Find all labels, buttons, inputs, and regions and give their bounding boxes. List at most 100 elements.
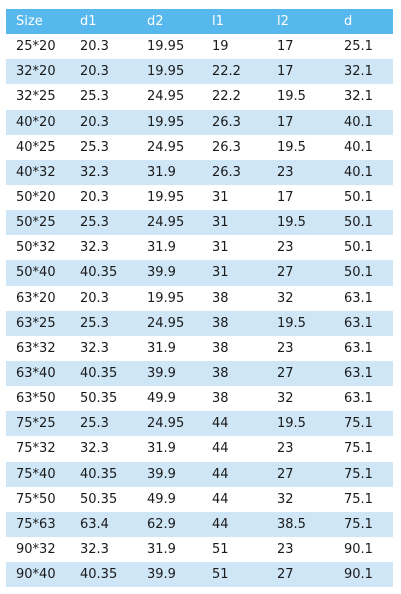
cell-d1: 40.35	[70, 260, 137, 286]
cell-l2: 17	[267, 34, 334, 60]
cell-l1: 26.3	[202, 134, 267, 160]
cell-d2: 19.95	[137, 109, 202, 135]
cell-size: 75*63	[6, 511, 70, 537]
cell-d: 75.1	[334, 411, 393, 437]
table-row: 40*20 20.3 19.95 26.3 17 40.1	[6, 109, 393, 135]
cell-d: 40.1	[334, 109, 393, 135]
cell-d1: 32.3	[70, 235, 137, 261]
cell-d: 75.1	[334, 486, 393, 512]
cell-l2: 23	[267, 436, 334, 462]
cell-d: 63.1	[334, 335, 393, 361]
cell-l2: 23	[267, 235, 334, 261]
table-row: 63*20 20.3 19.95 38 32 63.1	[6, 285, 393, 311]
cell-l2: 17	[267, 184, 334, 211]
cell-d2: 19.95	[137, 184, 202, 211]
cell-l1: 31	[202, 260, 267, 286]
cell-d: 50.1	[334, 260, 393, 286]
table-row: 32*25 25.3 24.95 22.2 19.5 32.1	[6, 84, 393, 110]
spec-table: Size d1 d2 l1 l2 d 25*20 20.3 19.95 19 17 25.…	[6, 9, 393, 588]
table-header: Size d1 d2 l1 l2 d	[6, 9, 393, 35]
cell-l1: 38	[202, 310, 267, 336]
cell-l1: 26.3	[202, 159, 267, 185]
cell-l2: 19.5	[267, 411, 334, 437]
table-row: 63*25 25.3 24.95 38 19.5 63.1	[6, 310, 393, 336]
cell-l2: 32	[267, 285, 334, 311]
cell-l1: 44	[202, 461, 267, 487]
cell-size: 40*32	[6, 159, 70, 185]
cell-d2: 31.9	[137, 536, 202, 563]
cell-l1: 51	[202, 562, 267, 588]
cell-size: 63*40	[6, 360, 70, 387]
cell-size: 75*32	[6, 436, 70, 462]
cell-d2: 49.9	[137, 386, 202, 412]
cell-l1: 51	[202, 536, 267, 563]
cell-d2: 24.95	[137, 411, 202, 437]
cell-size: 90*32	[6, 536, 70, 563]
cell-d1: 20.3	[70, 109, 137, 135]
cell-d2: 31.9	[137, 335, 202, 361]
column-header-d: d	[334, 9, 393, 35]
cell-l1: 31	[202, 235, 267, 261]
cell-size: 40*25	[6, 134, 70, 160]
cell-l2: 23	[267, 159, 334, 185]
cell-d2: 31.9	[137, 235, 202, 261]
table-row: 50*25 25.3 24.95 31 19.5 50.1	[6, 210, 393, 236]
cell-l2: 27	[267, 562, 334, 588]
table-row: 32*20 20.3 19.95 22.2 17 32.1	[6, 59, 393, 85]
table-row: 75*40 40.35 39.9 44 27 75.1	[6, 461, 393, 487]
cell-l2: 23	[267, 335, 334, 361]
cell-d: 32.1	[334, 84, 393, 110]
header-row: Size d1 d2 l1 l2 d	[6, 9, 393, 35]
cell-d: 75.1	[334, 511, 393, 537]
cell-l2: 17	[267, 109, 334, 135]
cell-d: 50.1	[334, 184, 393, 211]
cell-l1: 38	[202, 285, 267, 311]
cell-l2: 17	[267, 59, 334, 85]
cell-size: 40*20	[6, 109, 70, 135]
cell-l1: 26.3	[202, 109, 267, 135]
column-header-l2: l2	[267, 9, 334, 35]
cell-d1: 25.3	[70, 210, 137, 236]
cell-d1: 20.3	[70, 34, 137, 60]
cell-size: 50*20	[6, 184, 70, 211]
cell-d2: 39.9	[137, 260, 202, 286]
cell-d2: 19.95	[137, 59, 202, 85]
cell-d: 90.1	[334, 562, 393, 588]
table-row: 63*50 50.35 49.9 38 32 63.1	[6, 386, 393, 412]
table-row: 75*25 25.3 24.95 44 19.5 75.1	[6, 411, 393, 437]
cell-l2: 32	[267, 486, 334, 512]
cell-size: 32*25	[6, 84, 70, 110]
cell-d2: 31.9	[137, 159, 202, 185]
cell-d: 75.1	[334, 436, 393, 462]
cell-d1: 25.3	[70, 84, 137, 110]
cell-d1: 20.3	[70, 184, 137, 211]
cell-d: 63.1	[334, 310, 393, 336]
cell-l1: 31	[202, 184, 267, 211]
cell-l1: 22.2	[202, 84, 267, 110]
cell-d2: 24.95	[137, 84, 202, 110]
cell-size: 50*32	[6, 235, 70, 261]
cell-size: 75*40	[6, 461, 70, 487]
table-row: 40*25 25.3 24.95 26.3 19.5 40.1	[6, 134, 393, 160]
spec-table-container: Size d1 d2 l1 l2 d 25*20 20.3 19.95 19 17 25.…	[6, 9, 393, 588]
cell-d2: 39.9	[137, 562, 202, 588]
cell-d1: 63.4	[70, 511, 137, 537]
cell-d1: 50.35	[70, 386, 137, 412]
cell-size: 63*20	[6, 285, 70, 311]
cell-d2: 39.9	[137, 461, 202, 487]
table-row: 40*32 32.3 31.9 26.3 23 40.1	[6, 159, 393, 185]
table-row: 90*40 40.35 39.9 51 27 90.1	[6, 562, 393, 588]
cell-size: 50*40	[6, 260, 70, 286]
cell-size: 90*40	[6, 562, 70, 588]
cell-l1: 44	[202, 436, 267, 462]
cell-d2: 19.95	[137, 34, 202, 60]
cell-l2: 19.5	[267, 310, 334, 336]
cell-d2: 19.95	[137, 285, 202, 311]
cell-d1: 40.35	[70, 562, 137, 588]
cell-l1: 38	[202, 335, 267, 361]
cell-l2: 19.5	[267, 134, 334, 160]
cell-l2: 27	[267, 360, 334, 387]
column-header-size: Size	[6, 9, 70, 35]
cell-l1: 22.2	[202, 59, 267, 85]
cell-l2: 27	[267, 260, 334, 286]
